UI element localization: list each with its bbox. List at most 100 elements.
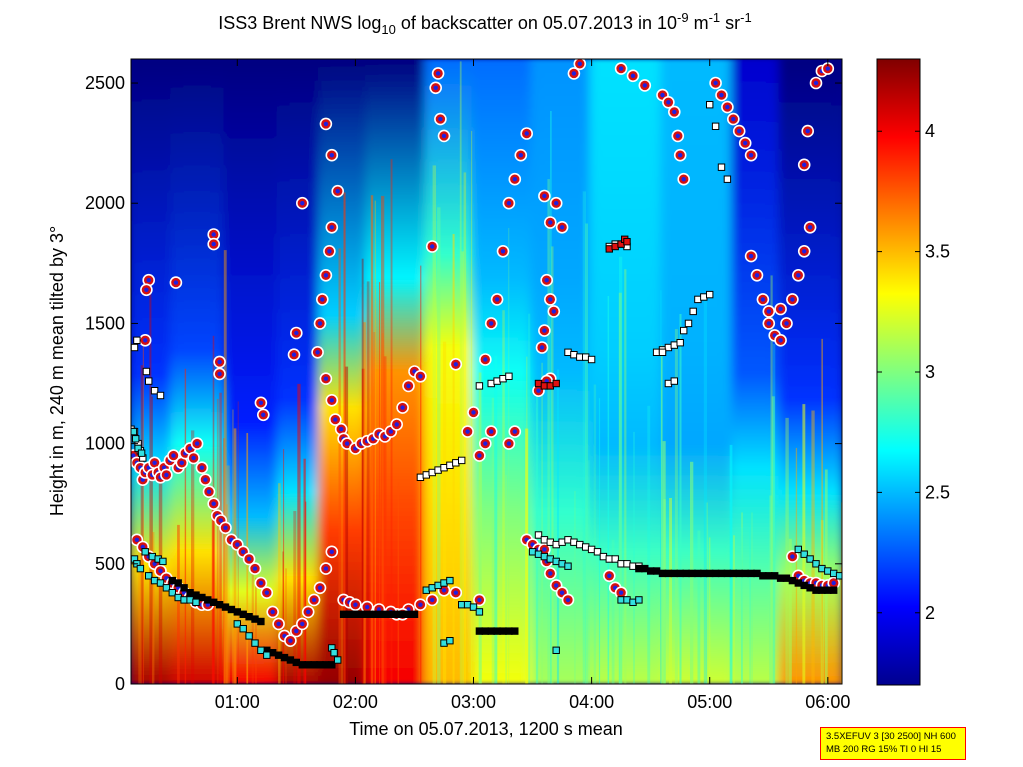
cloud-square-marker <box>534 531 543 539</box>
field-streak <box>811 410 815 684</box>
cloud-square-marker <box>706 101 714 109</box>
cloud-circle-core <box>548 571 553 576</box>
field-streak <box>255 577 257 684</box>
cloud-square-marker <box>292 658 301 667</box>
cloud-square-marker <box>150 387 159 395</box>
cloud-circle-core <box>430 597 435 603</box>
cloud-circle-core <box>542 328 547 333</box>
field-streak <box>749 524 751 684</box>
field-streak <box>494 355 498 684</box>
cloud-circle-core <box>483 441 488 446</box>
cloud-square-marker <box>145 377 153 385</box>
field-streak <box>397 482 400 684</box>
y-tick-label: 500 <box>95 554 125 574</box>
cloud-circle-core <box>323 273 329 278</box>
cloud-circle-core <box>329 398 334 403</box>
field-streak <box>619 256 623 684</box>
cloud-circle-core <box>618 66 624 71</box>
field-streak <box>432 165 436 684</box>
field-streak <box>452 234 455 684</box>
field-streak <box>142 334 144 684</box>
field-streak <box>285 568 287 684</box>
cloud-circle-core <box>807 225 813 230</box>
cloud-circle-core <box>179 460 184 465</box>
cloud-circle-core <box>171 453 176 458</box>
field-streak <box>585 223 588 684</box>
cloud-circle-core <box>542 193 547 199</box>
field-streak <box>283 449 285 684</box>
cloud-circle-core <box>199 465 205 470</box>
cloud-square-marker <box>142 367 151 376</box>
field-column-10 <box>660 59 736 684</box>
cloud-square-marker <box>552 379 560 388</box>
cloud-circle-core <box>630 73 636 79</box>
field-streak <box>547 179 550 684</box>
field-streak <box>772 344 776 684</box>
cloud-circle-core <box>143 338 148 343</box>
field-streak <box>363 322 366 684</box>
cloud-circle-core <box>784 321 789 326</box>
cloud-circle-core <box>518 153 523 158</box>
cloud-circle-core <box>678 153 683 158</box>
cloud-circle-core <box>435 71 441 76</box>
field-streak <box>821 338 823 684</box>
colorbar-gradient <box>877 59 920 685</box>
field-streak <box>361 258 364 684</box>
cloud-circle-core <box>483 357 488 362</box>
cloud-square-marker <box>475 608 484 616</box>
cloud-square-marker <box>330 649 338 657</box>
cloud-square-marker <box>174 579 182 587</box>
cloud-circle-core <box>394 422 399 427</box>
field-streak <box>633 431 635 684</box>
cloud-circle-core <box>831 580 836 586</box>
cloud-square-marker <box>136 564 145 573</box>
info-line-2: MB 200 RG 15% TI 0 HI 15 <box>826 744 942 755</box>
cloud-circle-core <box>725 104 730 110</box>
cloud-circle-core <box>618 590 624 595</box>
cloud-circle-core <box>246 556 252 562</box>
cloud-circle-core <box>333 417 338 422</box>
cloud-circle-core <box>418 602 423 607</box>
cloud-circle-core <box>300 621 305 627</box>
field-streak <box>233 428 237 684</box>
field-streak <box>223 250 227 684</box>
field-streak <box>340 491 344 684</box>
y-tick-label: 2500 <box>85 73 125 93</box>
cloud-square-marker <box>192 598 200 606</box>
cloud-circle-core <box>388 429 393 434</box>
cloud-circle-core <box>465 429 470 434</box>
cloud-square-marker <box>156 579 165 587</box>
cloud-square-marker <box>404 610 413 618</box>
cloud-circle-core <box>512 177 517 182</box>
cloud-circle-core <box>191 455 196 461</box>
cloud-circle-core <box>544 278 549 283</box>
field-streak <box>211 498 215 684</box>
field-streak <box>366 281 370 684</box>
cloud-circle-core <box>571 71 577 76</box>
cloud-circle-core <box>666 100 671 105</box>
cloud-square-marker <box>475 382 484 390</box>
cloud-circle-core <box>489 321 494 326</box>
colorbar-ticks: 2 2.5 3 3.5 4 <box>877 121 950 623</box>
field-streak <box>661 345 663 684</box>
field-streak <box>184 368 187 684</box>
field-streak <box>647 405 651 684</box>
cloud-square-marker <box>812 560 820 568</box>
field-streak <box>771 396 775 684</box>
y-axis-label: Height in m, 240 m mean tilted by 3° <box>47 226 67 516</box>
cloud-circle-core <box>323 566 329 571</box>
cloud-circle-core <box>211 501 216 506</box>
field-streak <box>478 372 482 684</box>
field-streak <box>459 61 462 684</box>
cloud-circle-core <box>261 412 266 417</box>
field-streak <box>588 460 590 684</box>
field-streak <box>508 228 510 684</box>
cloud-square-marker <box>511 627 519 635</box>
field-streak <box>297 383 301 684</box>
cloud-square-marker <box>162 584 171 592</box>
cloud-circle-core <box>329 153 334 158</box>
cloud-circle-core <box>506 201 512 206</box>
cloud-circle-core <box>760 297 766 302</box>
cloud-circle-core <box>353 602 358 607</box>
cloud-square-marker <box>141 548 149 556</box>
